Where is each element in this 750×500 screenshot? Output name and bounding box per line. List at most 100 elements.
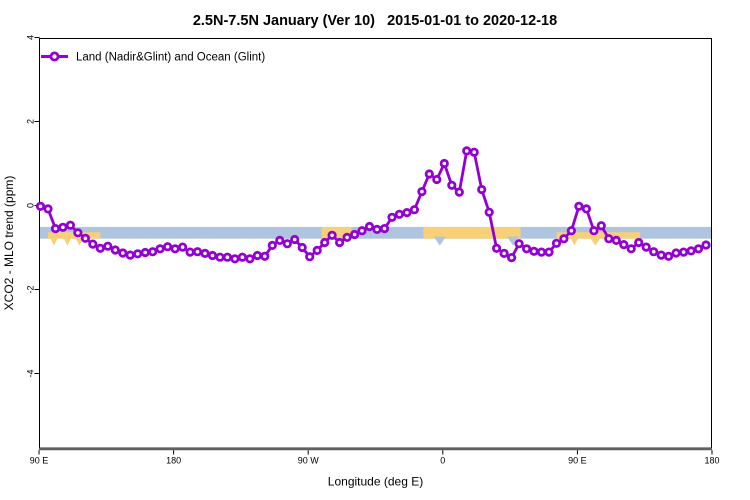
data-point-marker <box>357 226 367 236</box>
legend-marker-icon <box>49 51 60 62</box>
data-point-marker <box>559 234 569 244</box>
data-point-marker <box>200 248 210 258</box>
data-point-marker <box>626 244 636 254</box>
data-point-marker <box>402 208 412 218</box>
y-tick-label: -4 <box>26 369 36 377</box>
data-point-marker <box>409 205 419 215</box>
land-under-mark <box>49 236 59 246</box>
data-point-marker <box>148 247 158 257</box>
data-point-marker <box>394 209 404 219</box>
data-point-marker <box>477 184 487 195</box>
data-point-marker <box>432 174 442 185</box>
data-point-marker <box>686 246 696 256</box>
land-band-segment <box>556 232 641 239</box>
data-point-marker <box>58 222 68 232</box>
data-point-marker <box>185 247 195 257</box>
x-tick-label: 90 E <box>30 456 49 466</box>
data-point-marker <box>35 201 46 211</box>
data-point-marker <box>305 252 315 262</box>
data-point-marker <box>170 244 180 254</box>
data-point-marker <box>312 245 322 255</box>
axes-layer: 90 E 180 90 W 0 90 E 180 4 2 0 -2 -4 <box>26 35 720 466</box>
data-point-marker <box>222 252 232 262</box>
ocean-under-mark <box>433 236 446 246</box>
data-point-marker <box>110 245 120 255</box>
data-point-marker <box>155 244 165 254</box>
data-point-marker <box>252 250 262 261</box>
data-point-marker <box>649 247 659 257</box>
y-axis-label: XCO2 - MLO trend (ppm) <box>2 176 16 311</box>
data-point-marker <box>95 243 105 253</box>
data-point-marker <box>506 253 517 263</box>
land-under-mark <box>62 236 72 246</box>
data-point-marker <box>387 212 397 222</box>
data-point-marker <box>454 187 464 197</box>
data-point-marker <box>327 230 337 240</box>
legend: Land (Nadir&Glint) and Ocean (Glint) <box>41 52 265 64</box>
data-point-marker <box>207 250 218 261</box>
data-point-marker <box>581 204 592 214</box>
data-point-marker <box>491 243 502 253</box>
data-point-marker <box>566 226 577 236</box>
land-band-segment <box>423 226 521 239</box>
data-line <box>39 149 708 261</box>
data-point-marker <box>521 244 532 254</box>
data-point-marker <box>462 146 472 156</box>
data-point-marker <box>230 254 240 264</box>
data-point-marker <box>417 187 427 197</box>
data-point-marker <box>125 250 135 260</box>
data-point-marker <box>275 235 285 245</box>
legend-label: Land (Nadir&Glint) and Ocean (Glint) <box>76 52 265 64</box>
x-tick-label: 0 <box>440 456 445 466</box>
data-point-marker <box>619 240 629 250</box>
data-point-marker <box>334 237 345 248</box>
land-under-mark <box>569 236 579 246</box>
data-point-marker <box>663 251 674 261</box>
plot-frame <box>39 38 712 449</box>
data-point-marker <box>215 252 225 262</box>
data-point-marker <box>574 201 584 211</box>
data-point-marker <box>447 180 457 190</box>
data-point-marker <box>282 239 292 249</box>
x-tick-label: 180 <box>166 456 181 466</box>
data-point-marker <box>484 207 494 217</box>
land-under-mark <box>589 236 602 246</box>
data-point-marker <box>604 234 614 244</box>
data-point-marker <box>349 229 360 240</box>
data-point-marker <box>701 240 711 250</box>
data-point-marker <box>678 247 689 257</box>
y-tick-label: -2 <box>26 285 36 293</box>
data-point-marker <box>163 242 173 252</box>
chart-title: 2.5N-7.5N January (Ver 10) 2015-01-01 to… <box>192 13 558 29</box>
data-point-marker <box>656 250 666 260</box>
data-point-marker <box>596 221 606 231</box>
data-point-marker <box>50 224 61 234</box>
data-point-marker <box>267 240 277 250</box>
data-point-marker <box>320 237 330 248</box>
data-point-marker <box>342 232 352 242</box>
y-tick-label: 4 <box>26 35 36 40</box>
data-point-marker <box>118 248 128 258</box>
data-point-marker <box>372 224 382 234</box>
data-point-marker <box>379 224 390 234</box>
data-point-marker <box>544 247 554 257</box>
data-point-marker <box>192 247 203 257</box>
data-point-marker <box>693 244 704 254</box>
data-point-marker <box>43 204 53 214</box>
data-point-marker <box>88 239 98 249</box>
data-point-marker <box>133 249 143 259</box>
x-tick-label: 90 W <box>298 456 320 466</box>
x-tick-label: 90 E <box>568 456 587 466</box>
data-point-marker <box>551 238 562 248</box>
data-point-marker <box>611 235 621 245</box>
y-tick-label: 0 <box>26 203 36 208</box>
data-point-marker <box>65 220 76 230</box>
data-point-marker <box>641 242 651 252</box>
data-point-marker <box>237 252 247 262</box>
data-point-marker <box>297 242 307 253</box>
x-axis-label: Longitude (deg E) <box>328 475 423 489</box>
data-point-marker <box>140 247 150 258</box>
data-point-marker <box>671 248 681 258</box>
